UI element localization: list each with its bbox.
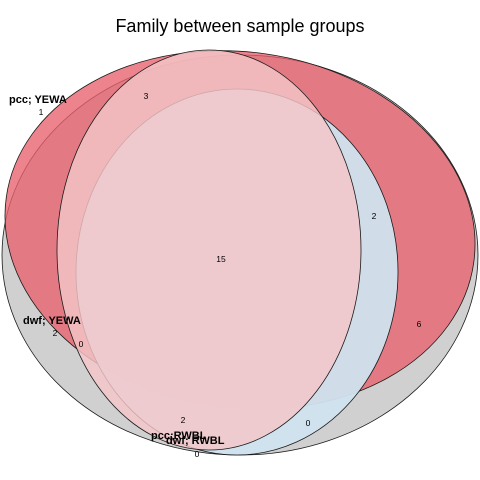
diagram-title: Family between sample groups [115, 16, 364, 36]
count-region-left-small: 0 [79, 339, 84, 349]
set-ellipse-dwf-rwbl [56, 49, 362, 451]
set-label-pcc-rwbl: pcc;RWBL [151, 430, 207, 442]
count-region-bottom: 2 [181, 415, 186, 425]
set-label-dwf-rwbl: dwf; RWBL [166, 435, 225, 447]
set-label-pcc-yewa: pcc; YEWA [9, 94, 67, 106]
count-pcc-yewa-only: 1 [39, 107, 44, 117]
count-region-center: 15 [216, 254, 226, 264]
set-label-dwf-yewa: dwf; YEWA [23, 315, 81, 327]
count-region-right-outer: 6 [417, 319, 422, 329]
count-region-right-inner: 2 [372, 211, 377, 221]
count-dwf-yewa-only: 2 [53, 328, 58, 338]
count-region-top: 3 [144, 91, 149, 101]
count-region-bottom-right: 0 [306, 418, 311, 428]
count-region-bottom-tiny: 0 [195, 449, 200, 459]
